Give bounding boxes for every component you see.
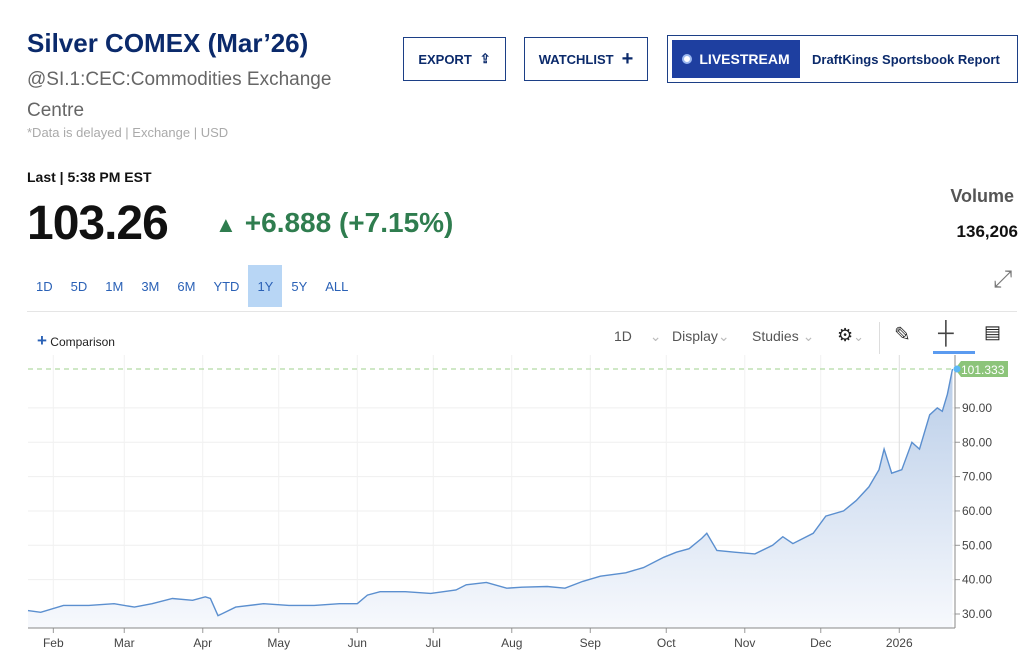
last-point-marker	[953, 365, 961, 373]
volume-label: Volume	[950, 186, 1014, 206]
y-tick-label: 70.00	[962, 470, 992, 484]
export-button[interactable]: EXPORT ⇪	[403, 37, 506, 81]
range-tab-5y[interactable]: 5Y	[291, 278, 308, 294]
watchlist-label: WATCHLIST	[538, 51, 614, 67]
studies-dropdown[interactable]: Studies ⌄	[752, 328, 814, 345]
comparison-label: Comparison	[50, 335, 115, 349]
range-tab-1y[interactable]: 1Y	[248, 265, 283, 307]
crosshair-icon[interactable]: ┼	[938, 320, 954, 345]
x-tick-label: May	[267, 636, 290, 650]
chevron-down-icon: ⌄	[717, 328, 730, 344]
x-tick-label: Jul	[426, 636, 441, 650]
livestream-label: LIVESTREAM	[699, 51, 790, 67]
price-area	[28, 369, 953, 628]
volume-value: 136,206	[956, 222, 1018, 241]
comment-icon[interactable]: ▤	[984, 322, 1002, 342]
range-tab-1d[interactable]: 1D	[36, 278, 53, 294]
expand-icon[interactable]: ⤢	[993, 266, 1013, 293]
chevron-down-icon: ⌄	[802, 328, 815, 344]
range-tab-ytd[interactable]: YTD	[213, 278, 240, 294]
x-tick-label: Apr	[193, 636, 212, 650]
delay-note: *Data is delayed | Exchange | USD	[27, 125, 229, 140]
y-tick-label: 90.00	[962, 401, 992, 415]
x-tick-label: Aug	[501, 636, 522, 650]
chevron-down-icon: ⌄	[649, 328, 662, 344]
x-tick-label: Sep	[580, 636, 602, 650]
crosshair-active-indicator	[933, 351, 975, 354]
plus-icon: +	[621, 47, 634, 70]
last-price-label: 101.333	[961, 363, 1005, 377]
watchlist-button[interactable]: WATCHLIST +	[524, 37, 648, 81]
export-label: EXPORT	[418, 51, 472, 67]
price-chart[interactable]: 30.00 40.00 50.00 60.00 70.00 80.00 90.00 Feb Ma…	[0, 355, 1024, 655]
live-dot-icon	[682, 54, 693, 64]
interval-dropdown[interactable]: 1D ⌄	[614, 328, 662, 345]
last-price-badge	[955, 360, 1008, 377]
range-tab-6m[interactable]: 6M	[177, 278, 196, 294]
price-line	[27, 368, 954, 617]
x-tick-label: Feb	[43, 636, 64, 650]
x-tick-label: 2026	[886, 636, 913, 650]
change-value: +6.888 (+7.15%)	[244, 207, 454, 238]
settings-gear-icon[interactable]: ⚙⌄	[837, 325, 865, 345]
display-label: Display	[672, 328, 718, 344]
up-arrow-icon: ▲	[215, 212, 237, 237]
last-price: 103.26	[27, 197, 169, 250]
display-dropdown[interactable]: Display⌄	[672, 328, 730, 345]
symbol-subtitle: @SI.1:CEC:Commodities Exchange Centre	[27, 69, 332, 121]
plus-icon: +	[37, 331, 47, 350]
comparison-button[interactable]: + Comparison	[37, 331, 115, 351]
x-tick-label: Nov	[734, 636, 755, 650]
y-tick-label: 30.00	[962, 607, 992, 621]
y-tick-label: 40.00	[962, 573, 992, 587]
x-tick-label: Dec	[810, 636, 831, 650]
range-tab-5d[interactable]: 5D	[70, 278, 88, 294]
x-tick-label: Jun	[348, 636, 367, 650]
toolbar-divider	[879, 322, 880, 354]
y-tick-label: 80.00	[962, 435, 992, 449]
livestream-title: DraftKings Sportsbook Report	[812, 51, 1000, 67]
draw-pencil-icon[interactable]: ✎	[894, 324, 911, 346]
range-tab-all[interactable]: ALL	[325, 278, 349, 294]
y-tick-label: 60.00	[962, 504, 992, 518]
last-label: Last | 5:38 PM EST	[27, 169, 152, 185]
studies-label: Studies	[752, 328, 799, 344]
range-tabs: 1D 5D 1M 3M 6M YTD 1Y 5Y ALL	[27, 265, 357, 307]
x-tick-label: Mar	[114, 636, 135, 650]
price-change: ▲ +6.888 (+7.15%)	[215, 207, 453, 239]
page-title: Silver COMEX (Mar’26)	[27, 28, 309, 58]
x-tick-label: Oct	[657, 636, 676, 650]
divider	[27, 311, 1017, 312]
livestream-banner[interactable]: LIVESTREAM DraftKings Sportsbook Report	[667, 35, 1018, 83]
interval-label: 1D	[614, 328, 632, 344]
y-tick-label: 50.00	[962, 538, 992, 552]
share-icon: ⇪	[479, 51, 491, 66]
livestream-button[interactable]: LIVESTREAM	[672, 40, 800, 78]
range-tab-3m[interactable]: 3M	[141, 278, 160, 294]
range-tab-1m[interactable]: 1M	[105, 278, 124, 294]
